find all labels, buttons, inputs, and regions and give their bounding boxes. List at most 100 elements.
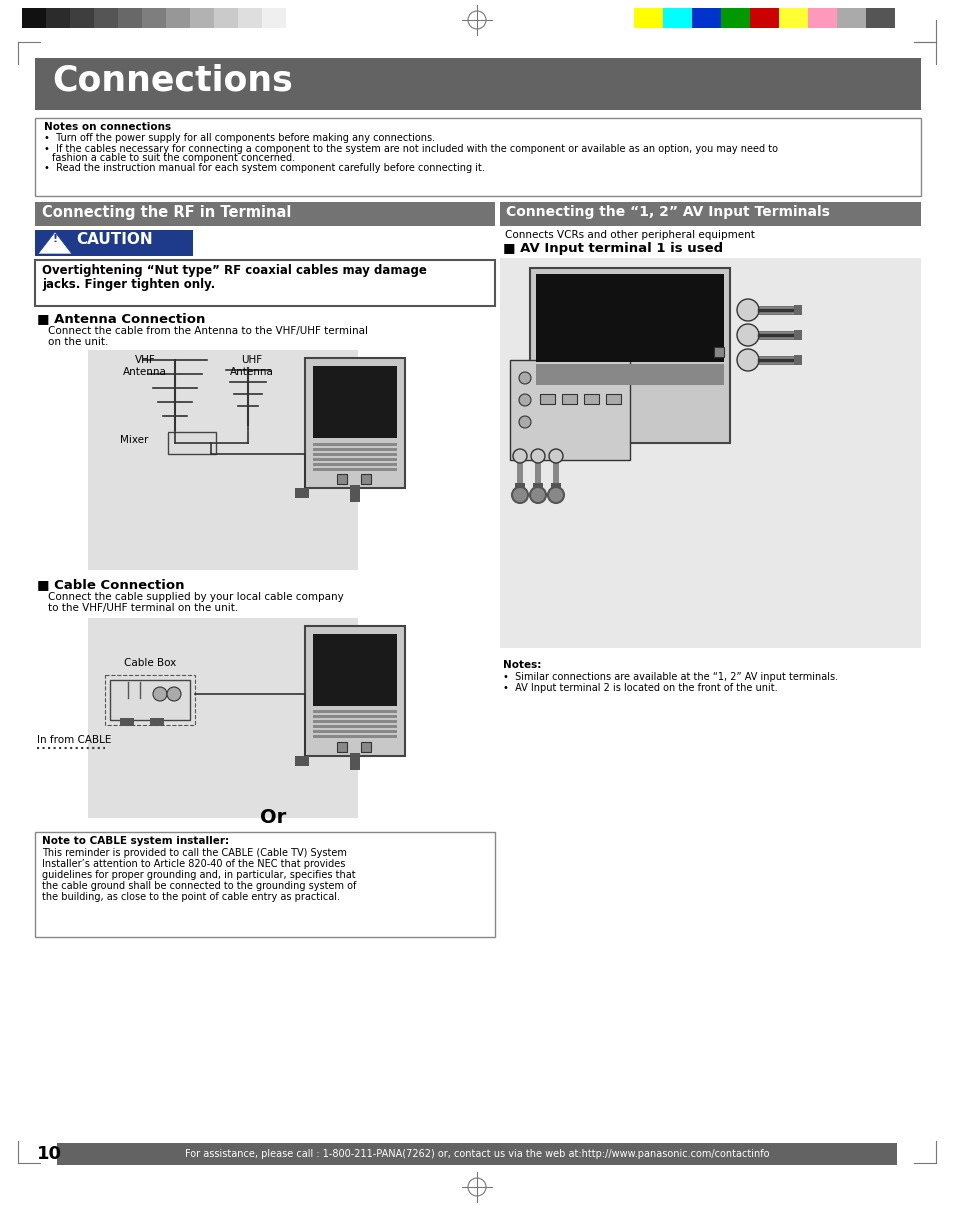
Circle shape [548,449,562,463]
Bar [46,8,70,28]
Bar [313,453,396,455]
Bar [713,347,723,357]
Bar [120,718,133,725]
Circle shape [152,687,167,701]
Bar [807,8,836,28]
Circle shape [737,349,759,371]
Bar [286,8,310,28]
Text: •  If the cables necessary for connecting a component to the system are not incl: • If the cables necessary for connecting… [44,145,778,154]
Text: •  Read the instruction manual for each system component carefully before connec: • Read the instruction manual for each s… [44,163,484,174]
Bar [35,260,495,306]
Bar [190,8,213,28]
Bar [536,364,723,386]
Text: !: ! [52,234,57,243]
Text: •  Turn off the power supply for all components before making any connections.: • Turn off the power supply for all comp… [44,133,435,143]
Text: Installer’s attention to Article 820-40 of the NEC that provides: Installer’s attention to Article 820-40 … [42,859,345,869]
Bar [313,725,396,729]
Text: ■ Antenna Connection: ■ Antenna Connection [37,312,205,325]
Bar [313,366,396,437]
Bar [88,618,357,818]
Bar [336,742,347,752]
Text: Mixer: Mixer [119,435,148,445]
Bar [691,8,720,28]
Bar [213,8,237,28]
Circle shape [512,487,527,502]
Text: jacks. Finger tighten only.: jacks. Finger tighten only. [42,278,215,290]
Text: UHF
Antenna: UHF Antenna [230,355,274,377]
Text: Connect the cable from the Antenna to the VHF/UHF terminal: Connect the cable from the Antenna to th… [48,327,368,336]
Bar [313,468,396,470]
Text: the building, as close to the point of cable entry as practical.: the building, as close to the point of c… [42,892,339,903]
Bar [57,1144,896,1165]
Bar [336,474,347,484]
Circle shape [547,487,563,502]
Bar [166,8,190,28]
Bar [350,484,359,499]
Polygon shape [38,233,71,254]
Bar [536,274,723,362]
Bar [350,488,359,502]
Bar [836,8,865,28]
Bar [793,305,801,315]
Text: Notes on connections: Notes on connections [44,122,171,133]
Bar [35,230,193,255]
Text: Connecting the RF in Terminal: Connecting the RF in Terminal [42,205,291,221]
Bar [22,8,46,28]
Bar [313,447,396,451]
Text: ■ Cable Connection: ■ Cable Connection [37,578,184,590]
Text: fashion a cable to suit the component concerned.: fashion a cable to suit the component co… [52,153,294,163]
Circle shape [167,687,181,701]
Bar [313,721,396,723]
Text: VHF
Antenna: VHF Antenna [123,355,167,377]
Text: the cable ground shall be connected to the grounding system of: the cable ground shall be connected to t… [42,881,356,890]
Text: For assistance, please call : 1-800-211-PANA(7262) or, contact us via the web at: For assistance, please call : 1-800-211-… [185,1150,768,1159]
Bar [499,258,920,648]
Bar [360,474,371,484]
Bar [313,716,396,718]
Bar [350,756,359,770]
Bar [150,718,164,725]
Text: Overtightening “Nut type” RF coaxial cables may damage: Overtightening “Nut type” RF coaxial cab… [42,264,426,277]
Bar [35,118,920,196]
Bar [168,433,215,454]
Bar [313,634,396,705]
Text: to the VHF/UHF terminal on the unit.: to the VHF/UHF terminal on the unit. [48,602,238,613]
Text: Connecting the “1, 2” AV Input Terminals: Connecting the “1, 2” AV Input Terminals [505,205,829,219]
Bar [539,394,555,404]
Bar [110,680,190,721]
Bar [551,483,560,490]
Bar [793,355,801,365]
Text: Notes:: Notes: [502,660,540,670]
Bar [720,8,749,28]
Bar [350,753,359,768]
Bar [605,394,620,404]
Bar [510,360,629,460]
Bar [294,756,309,766]
Circle shape [737,299,759,321]
Text: Cable Box: Cable Box [124,658,176,668]
Bar [262,8,286,28]
Bar [305,358,405,488]
Bar [313,735,396,739]
Circle shape [518,394,531,406]
Bar [865,8,894,28]
Bar [313,463,396,465]
Bar [517,463,522,483]
Text: Connect the cable supplied by your local cable company: Connect the cable supplied by your local… [48,592,343,602]
Bar [360,742,371,752]
Bar [35,58,920,110]
Bar [305,627,405,756]
Bar [561,394,577,404]
Bar [634,8,662,28]
Text: This reminder is provided to call the CABLE (Cable TV) System: This reminder is provided to call the CA… [42,848,347,858]
Bar [759,331,793,339]
Bar [313,730,396,734]
Circle shape [531,449,544,463]
Bar [94,8,118,28]
Bar [313,711,396,713]
Text: •  Similar connections are available at the “1, 2” AV input terminals.: • Similar connections are available at t… [502,672,838,682]
Bar [533,483,542,490]
Bar [553,463,558,483]
Text: guidelines for proper grounding and, in particular, specifies that: guidelines for proper grounding and, in … [42,870,355,880]
Bar [35,202,495,227]
